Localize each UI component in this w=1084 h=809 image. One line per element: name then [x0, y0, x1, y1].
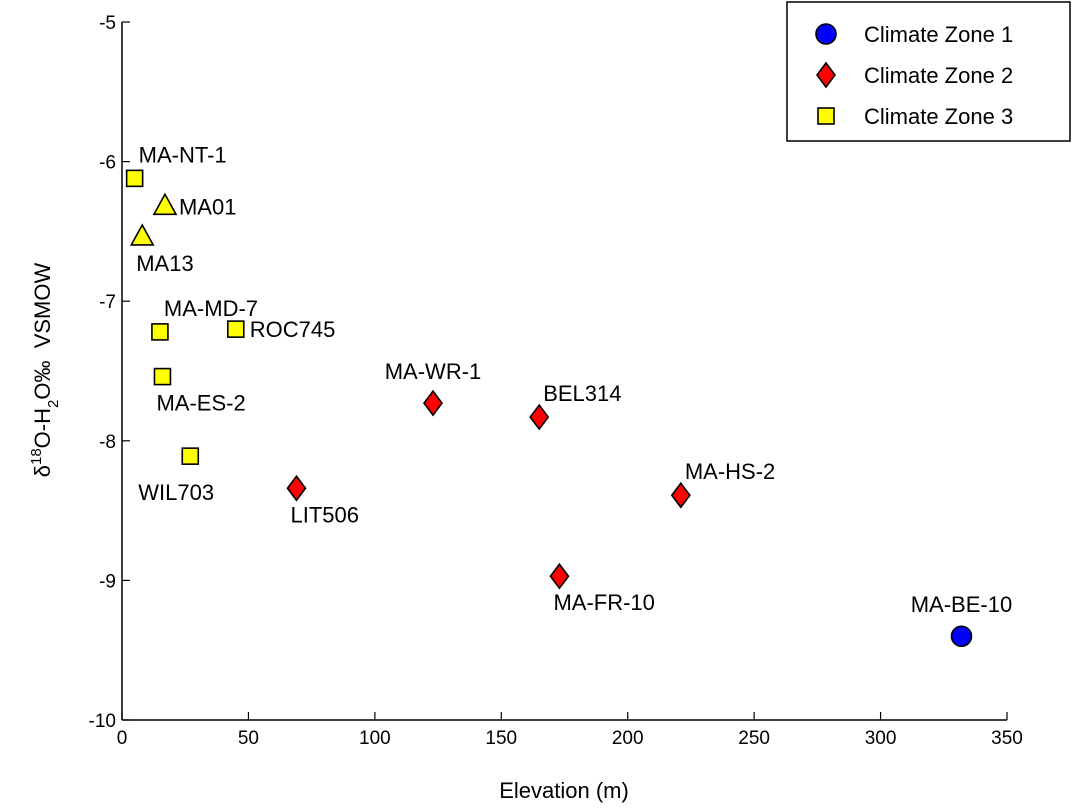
point-label: MA13 — [136, 251, 193, 276]
axes: 0 50 100 150 200 250 300 350 -10 -9 -8 -7 -6 -5 — [89, 13, 1023, 749]
y-tick-label: -10 — [89, 711, 116, 732]
legend-entry-label: Climate Zone 3 — [864, 104, 1013, 129]
data-point-diamond — [423, 389, 444, 417]
point-label: MA-ES-2 — [156, 391, 245, 416]
data-point-diamond — [549, 562, 570, 590]
point-label: MA01 — [179, 194, 236, 219]
y-tick-label: -9 — [99, 571, 116, 592]
x-tick-label: 200 — [612, 728, 644, 749]
y-axis-title-isotope: O-H — [30, 408, 55, 448]
legend-marker-diamond — [816, 61, 836, 89]
legend-marker-square — [817, 107, 835, 125]
data-point-circle — [950, 625, 973, 648]
x-tick-label: 50 — [238, 728, 259, 749]
data-point-triangle — [129, 223, 155, 246]
y-axis-title-delta: δ — [30, 465, 55, 477]
point-label: MA-BE-10 — [911, 592, 1012, 617]
y-tick-label: -5 — [99, 13, 116, 34]
x-tick-label: 300 — [865, 728, 897, 749]
data-point-diamond — [529, 403, 550, 431]
point-label: MA-FR-10 — [553, 590, 654, 615]
data-point-square — [153, 367, 172, 386]
data-point-diamond — [286, 474, 307, 502]
point-label: MA-NT-1 — [139, 142, 227, 167]
x-tick-label: 350 — [991, 728, 1023, 749]
point-label: LIT506 — [290, 502, 359, 527]
x-tick-label: 150 — [485, 728, 517, 749]
x-tick-label: 250 — [738, 728, 770, 749]
y-axis-title-subscript: 2 — [45, 400, 62, 408]
x-tick-label: 100 — [359, 728, 391, 749]
point-label: MA-MD-7 — [164, 296, 258, 321]
data-point-square — [226, 320, 245, 338]
data-point-square — [181, 447, 200, 465]
legend-entry-label: Climate Zone 1 — [864, 22, 1013, 47]
y-tick-label: -8 — [99, 432, 116, 453]
legend-marker-circle — [815, 23, 837, 45]
y-axis-title: δ18O-H2O‰ VSMOW — [28, 263, 62, 478]
data-points — [125, 169, 973, 648]
point-label: MA-HS-2 — [685, 459, 775, 484]
y-axis-title-unit: O‰ VSMOW — [30, 263, 55, 400]
y-tick-label: -6 — [99, 153, 116, 174]
data-point-square — [125, 169, 144, 188]
data-point-square — [151, 323, 169, 341]
y-axis-title-superscript: 18 — [28, 448, 45, 465]
y-tick-label: -7 — [99, 292, 116, 313]
point-label: MA-WR-1 — [385, 359, 482, 384]
point-label: BEL314 — [543, 381, 621, 406]
data-point-diamond — [670, 481, 691, 509]
legend: Climate Zone 1 Climate Zone 2 Climate Zone… — [786, 1, 1071, 142]
x-tick-label: 0 — [117, 728, 128, 749]
point-label: ROC745 — [250, 317, 336, 342]
point-label: WIL703 — [138, 480, 214, 505]
data-point-triangle — [152, 192, 178, 216]
x-axis-title: Elevation (m) — [499, 778, 629, 803]
legend-entry-label: Climate Zone 2 — [864, 63, 1013, 88]
